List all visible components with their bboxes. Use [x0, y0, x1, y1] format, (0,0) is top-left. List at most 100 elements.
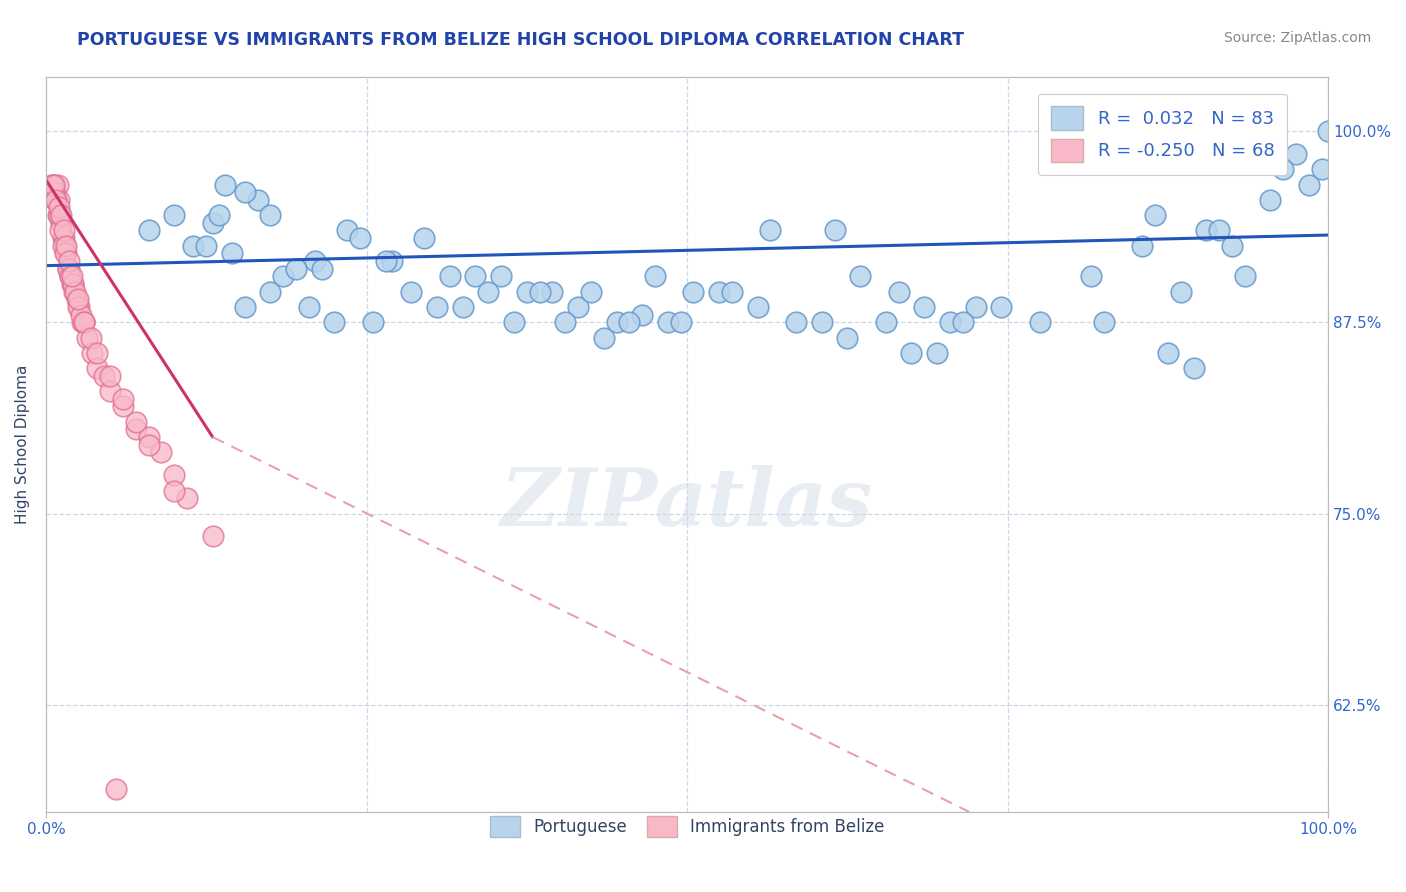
- Point: [195, 239, 218, 253]
- Point: [73, 315, 96, 329]
- Point: [541, 285, 564, 299]
- Point: [592, 330, 614, 344]
- Point: [1317, 124, 1340, 138]
- Point: [439, 269, 461, 284]
- Point: [56, 261, 79, 276]
- Point: [304, 254, 326, 268]
- Point: [138, 430, 160, 444]
- Point: [965, 300, 987, 314]
- Point: [60, 277, 83, 291]
- Point: [163, 208, 186, 222]
- Point: [48, 201, 70, 215]
- Point: [66, 300, 89, 314]
- Point: [554, 315, 576, 329]
- Point: [66, 293, 89, 307]
- Point: [323, 315, 346, 329]
- Point: [51, 208, 73, 222]
- Point: [69, 308, 91, 322]
- Point: [529, 285, 551, 299]
- Point: [381, 254, 404, 268]
- Point: [45, 193, 67, 207]
- Point: [707, 285, 730, 299]
- Point: [837, 330, 859, 344]
- Point: [374, 254, 396, 268]
- Point: [271, 269, 294, 284]
- Point: [1182, 361, 1205, 376]
- Point: [311, 261, 333, 276]
- Point: [62, 277, 84, 291]
- Point: [361, 315, 384, 329]
- Legend: Portuguese, Immigrants from Belize: Portuguese, Immigrants from Belize: [484, 809, 891, 844]
- Y-axis label: High School Diploma: High School Diploma: [15, 365, 30, 524]
- Point: [990, 300, 1012, 314]
- Point: [201, 216, 224, 230]
- Point: [785, 315, 807, 329]
- Point: [98, 368, 121, 383]
- Point: [44, 193, 66, 207]
- Point: [349, 231, 371, 245]
- Point: [58, 261, 80, 276]
- Point: [644, 269, 666, 284]
- Point: [464, 269, 486, 284]
- Point: [912, 300, 935, 314]
- Point: [51, 216, 73, 230]
- Point: [138, 437, 160, 451]
- Point: [214, 178, 236, 192]
- Point: [55, 239, 77, 253]
- Point: [1220, 239, 1243, 253]
- Point: [1080, 269, 1102, 284]
- Point: [503, 315, 526, 329]
- Point: [810, 315, 832, 329]
- Point: [1310, 162, 1333, 177]
- Point: [86, 361, 108, 376]
- Point: [48, 193, 70, 207]
- Point: [93, 368, 115, 383]
- Point: [176, 491, 198, 506]
- Point: [759, 223, 782, 237]
- Point: [111, 392, 134, 406]
- Point: [682, 285, 704, 299]
- Point: [1285, 147, 1308, 161]
- Text: PORTUGUESE VS IMMIGRANTS FROM BELIZE HIGH SCHOOL DIPLOMA CORRELATION CHART: PORTUGUESE VS IMMIGRANTS FROM BELIZE HIG…: [77, 31, 965, 49]
- Point: [1170, 285, 1192, 299]
- Point: [246, 193, 269, 207]
- Point: [56, 261, 79, 276]
- Point: [925, 346, 948, 360]
- Point: [150, 445, 173, 459]
- Point: [163, 483, 186, 498]
- Point: [451, 300, 474, 314]
- Point: [657, 315, 679, 329]
- Point: [60, 269, 83, 284]
- Point: [45, 193, 67, 207]
- Point: [80, 330, 103, 344]
- Point: [82, 346, 104, 360]
- Point: [669, 315, 692, 329]
- Point: [631, 308, 654, 322]
- Point: [49, 208, 72, 222]
- Point: [336, 223, 359, 237]
- Point: [747, 300, 769, 314]
- Point: [52, 223, 75, 237]
- Point: [1130, 239, 1153, 253]
- Point: [426, 300, 449, 314]
- Point: [606, 315, 628, 329]
- Point: [939, 315, 962, 329]
- Point: [67, 300, 90, 314]
- Point: [70, 315, 93, 329]
- Point: [41, 185, 63, 199]
- Point: [52, 239, 75, 253]
- Point: [76, 330, 98, 344]
- Point: [48, 208, 70, 222]
- Point: [1233, 269, 1256, 284]
- Point: [59, 269, 82, 284]
- Point: [138, 223, 160, 237]
- Point: [285, 261, 308, 276]
- Point: [1298, 178, 1320, 192]
- Point: [125, 422, 148, 436]
- Point: [42, 178, 65, 192]
- Point: [1260, 193, 1282, 207]
- Text: Source: ZipAtlas.com: Source: ZipAtlas.com: [1223, 31, 1371, 45]
- Point: [105, 781, 128, 796]
- Point: [849, 269, 872, 284]
- Point: [63, 285, 86, 299]
